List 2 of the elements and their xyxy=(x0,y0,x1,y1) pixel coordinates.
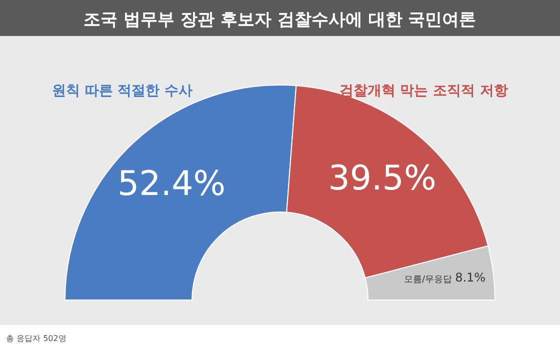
annotation: 총 응답자 502명 xyxy=(6,334,66,343)
title: 조국 법무부 장관 후보자 검찰수사에 대한 국민여론 xyxy=(84,10,476,30)
